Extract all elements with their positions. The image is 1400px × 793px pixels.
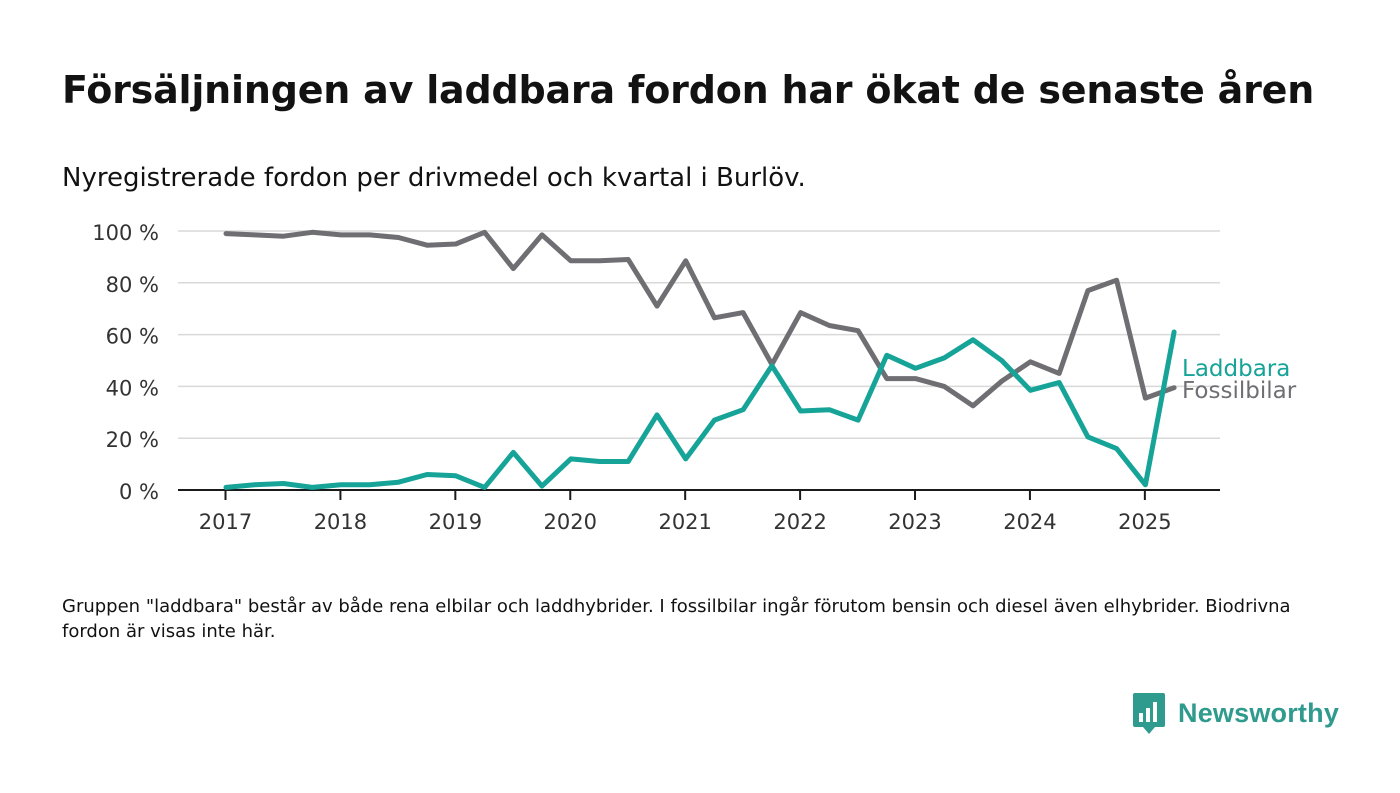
y-tick-label: 100 % [92,221,159,245]
x-tick-label: 2021 [658,510,711,534]
gridlines [178,230,1220,439]
y-tick-label: 40 % [106,376,159,400]
x-tick-label: 2024 [1003,510,1056,534]
y-tick-label: 80 % [106,273,159,297]
x-tick-label: 2017 [199,510,252,534]
chart-subtitle: Nyregistrerade fordon per drivmedel och … [62,163,806,193]
newsworthy-brand: Newsworthy [1132,691,1339,735]
y-tick-label: 20 % [106,428,159,452]
x-tick-label: 2020 [544,510,597,534]
newsworthy-logo-icon [1133,693,1165,734]
brand-name: Newsworthy [1178,697,1340,728]
x-tick-label: 2025 [1118,510,1171,534]
x-axis-ticks: 2017 2018 2019 2020 2021 2022 2023 2024 2025 [199,490,1172,534]
y-tick-label: 60 % [106,325,159,349]
series-line-fossilbilar [223,229,1177,409]
x-tick-label: 2019 [429,510,482,534]
x-tick-label: 2022 [773,510,826,534]
series-line-laddbara [223,329,1177,490]
y-axis-tick-labels: 0 % 20 % 40 % 60 % 80 % 100 % [92,221,159,504]
series-label-laddbara: Laddbara [1182,356,1290,382]
y-tick-label: 0 % [119,480,159,504]
series-lines [223,229,1177,490]
chart-title: Försäljningen av laddbara fordon har öka… [62,68,1315,112]
series-label-fossilbilar: Fossilbilar [1182,378,1297,404]
x-tick-label: 2018 [314,510,367,534]
x-tick-label: 2023 [888,510,941,534]
footnote: Gruppen "laddbara" består av både rena e… [62,596,1291,642]
